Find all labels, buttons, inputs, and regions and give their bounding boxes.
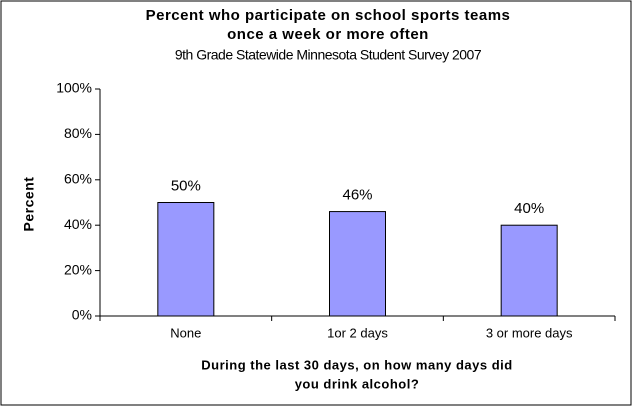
y-tick-label: 20%: [64, 261, 92, 277]
y-tick-label: 40%: [64, 216, 92, 232]
chart-title-line: Percent who participate on school sports…: [146, 7, 511, 24]
x-tick-label: 3 or more days: [486, 325, 573, 340]
bar: [329, 211, 386, 317]
value-label: 40%: [514, 200, 544, 217]
y-tick-label: 100%: [56, 80, 92, 96]
y-tick-label: 60%: [64, 171, 92, 187]
x-axis-label-line: During the last 30 days, on how many day…: [201, 357, 512, 372]
bar: [500, 224, 558, 317]
y-tick-label: 0%: [72, 307, 92, 323]
value-label: 46%: [342, 187, 372, 204]
bar: [157, 202, 215, 317]
y-axis-label: Percent: [21, 177, 37, 232]
value-label: 50%: [171, 177, 201, 194]
y-tick-label: 80%: [64, 125, 92, 141]
chart-subtitle: 9th Grade Statewide Minnesota Student Su…: [175, 47, 482, 63]
x-tick-label: None: [170, 325, 201, 340]
x-axis-label-line: you drink alcohol?: [295, 376, 420, 391]
x-tick-label: 1or 2 days: [327, 325, 388, 340]
chart-title-line: once a week or more often: [227, 26, 429, 43]
